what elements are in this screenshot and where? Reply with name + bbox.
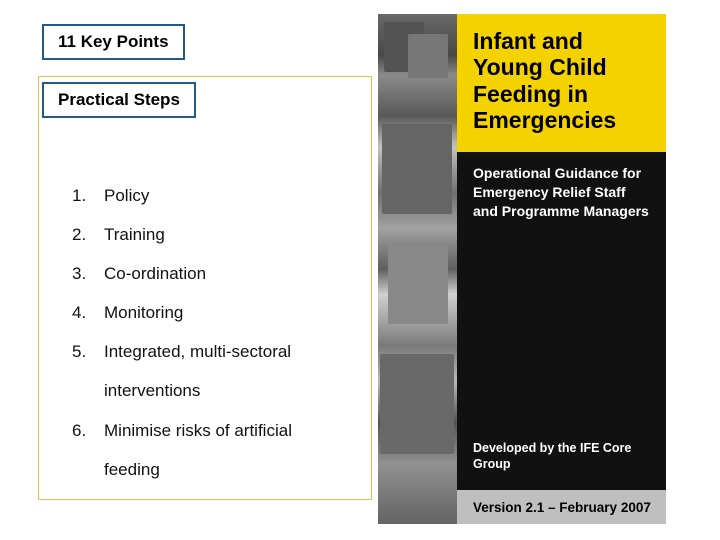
list-num: 6. [72, 411, 104, 489]
list-num: 5. [72, 332, 104, 410]
list-item: 2. Training [72, 215, 352, 254]
list-num: 3. [72, 254, 104, 293]
list-item: 6. Minimise risks of artificial feeding [72, 411, 352, 489]
list-text: Monitoring [104, 293, 352, 332]
list-text: Integrated, multi-sectoral interventions [104, 332, 352, 410]
document-cover: Infant and Young Child Feeding in Emerge… [378, 14, 666, 524]
list-num: 2. [72, 215, 104, 254]
list-num: 1. [72, 176, 104, 215]
list-text: Policy [104, 176, 352, 215]
list-item: 4. Monitoring [72, 293, 352, 332]
list-item: 1. Policy [72, 176, 352, 215]
cover-body: Infant and Young Child Feeding in Emerge… [457, 14, 666, 524]
cover-sub-area: Operational Guidance for Emergency Relie… [457, 152, 666, 490]
list-item: 5. Integrated, multi-sectoral interventi… [72, 332, 352, 410]
left-panel: 11 Key Points Practical Steps 1. Policy … [42, 24, 352, 489]
steps-list: 1. Policy 2. Training 3. Co-ordination 4… [72, 176, 352, 489]
cover-version-bar: Version 2.1 – February 2007 [457, 490, 666, 524]
list-num: 4. [72, 293, 104, 332]
list-text: Minimise risks of artificial feeding [104, 411, 352, 489]
cover-title-area: Infant and Young Child Feeding in Emerge… [457, 14, 666, 152]
cover-subtitle: Operational Guidance for Emergency Relie… [473, 164, 652, 221]
cover-developed-by: Developed by the IFE Core Group [473, 440, 652, 473]
cover-title: Infant and Young Child Feeding in Emerge… [473, 28, 652, 134]
cover-photo-strip [378, 14, 457, 524]
list-item: 3. Co-ordination [72, 254, 352, 293]
list-text: Co-ordination [104, 254, 352, 293]
heading-11-key-points: 11 Key Points [42, 24, 185, 60]
heading-practical-steps: Practical Steps [42, 82, 196, 118]
cover-version: Version 2.1 – February 2007 [473, 500, 651, 515]
list-text: Training [104, 215, 352, 254]
